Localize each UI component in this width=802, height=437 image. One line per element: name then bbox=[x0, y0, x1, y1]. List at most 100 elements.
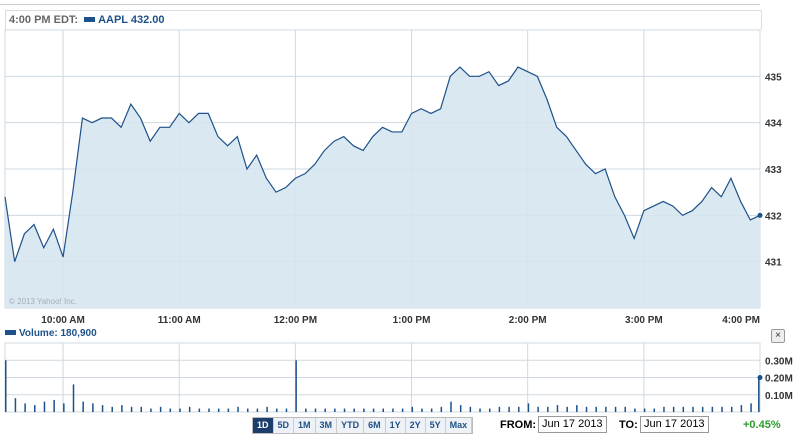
volume-bar bbox=[547, 406, 549, 412]
volume-bar bbox=[34, 405, 36, 412]
volume-bar bbox=[721, 406, 723, 412]
time-label: 4:00 PM EDT: bbox=[9, 14, 79, 26]
volume-tick-label: 0.10M bbox=[765, 391, 793, 402]
volume-bar bbox=[63, 403, 65, 412]
volume-bar bbox=[305, 408, 307, 412]
volume-bar bbox=[14, 398, 17, 412]
volume-bar bbox=[469, 406, 472, 412]
volume-bar bbox=[624, 406, 626, 412]
volume-bar bbox=[82, 401, 84, 412]
volume-bar bbox=[498, 406, 501, 412]
volume-bar bbox=[634, 408, 636, 412]
volume-bar bbox=[585, 406, 588, 412]
y-tick-label: 434 bbox=[765, 119, 782, 130]
to-date-input[interactable]: Jun 17 2013 bbox=[640, 416, 709, 433]
range-button-1d[interactable]: 1D bbox=[253, 418, 274, 433]
volume-bar bbox=[256, 408, 259, 412]
volume-bar bbox=[324, 408, 326, 412]
volume-bar bbox=[459, 405, 462, 412]
volume-bar bbox=[672, 406, 675, 412]
from-date-input[interactable]: Jun 17 2013 bbox=[538, 416, 607, 433]
volume-tick-label: 0.20M bbox=[765, 374, 793, 385]
volume-bar bbox=[614, 406, 617, 412]
volume-bar bbox=[208, 408, 210, 412]
volume-label: Volume: 180,900 bbox=[5, 328, 97, 339]
volume-bar bbox=[488, 408, 491, 412]
volume-bar bbox=[750, 403, 752, 412]
volume-bar bbox=[285, 408, 288, 412]
y-tick-label: 431 bbox=[765, 258, 782, 269]
x-tick-label: 11:00 AM bbox=[158, 315, 201, 326]
range-buttons: 1D 5D 1M 3M YTD 6M 1Y 2Y 5Y Max bbox=[252, 417, 474, 434]
volume-bar bbox=[53, 399, 55, 412]
volume-bar bbox=[411, 406, 414, 412]
range-button-1y[interactable]: 1Y bbox=[385, 418, 406, 433]
range-button-6m[interactable]: 6M bbox=[364, 418, 386, 433]
volume-tick-label: 0.30M bbox=[765, 356, 793, 367]
price-area-fill bbox=[5, 67, 760, 308]
volume-bar bbox=[508, 406, 510, 412]
range-button-3m[interactable]: 3M bbox=[315, 418, 338, 433]
volume-bar bbox=[605, 406, 607, 412]
close-volume-button[interactable]: × bbox=[771, 329, 785, 343]
volume-text: Volume: 180,900 bbox=[19, 328, 97, 339]
volume-bar bbox=[43, 401, 46, 412]
volume-bar bbox=[92, 403, 94, 412]
range-button-5d[interactable]: 5D bbox=[273, 418, 295, 433]
volume-bar bbox=[382, 408, 384, 412]
volume-bar bbox=[595, 406, 597, 412]
volume-bar bbox=[353, 408, 355, 412]
volume-bar bbox=[701, 406, 704, 412]
volume-bar bbox=[450, 401, 452, 412]
range-button-1m[interactable]: 1M bbox=[294, 418, 316, 433]
change-percent: +0.45% bbox=[743, 419, 781, 431]
volume-bar bbox=[24, 403, 26, 412]
volume-bar bbox=[121, 405, 123, 412]
watermark: © 2013 Yahoo! Inc. bbox=[9, 297, 77, 306]
volume-marker bbox=[757, 375, 763, 380]
volume-bar bbox=[111, 406, 113, 412]
last-price-marker bbox=[757, 212, 763, 218]
volume-bar bbox=[276, 408, 278, 412]
volume-bar bbox=[343, 408, 346, 412]
volume-bar bbox=[217, 408, 220, 412]
volume-bar bbox=[334, 408, 336, 412]
chart-header: 4:00 PM EDT: AAPL 432.00 bbox=[5, 10, 762, 30]
volume-bar bbox=[537, 406, 539, 412]
volume-bar bbox=[479, 408, 481, 412]
range-button-2y[interactable]: 2Y bbox=[405, 418, 426, 433]
volume-bar bbox=[227, 408, 230, 412]
x-tick-label: 10:00 AM bbox=[41, 315, 85, 326]
series-swatch bbox=[84, 17, 96, 23]
x-tick-label: 3:00 PM bbox=[625, 315, 663, 326]
volume-bar bbox=[169, 408, 172, 412]
volume-bar bbox=[314, 408, 317, 412]
range-button-ytd[interactable]: YTD bbox=[337, 418, 365, 433]
volume-bar bbox=[159, 406, 162, 412]
volume-bar bbox=[758, 377, 760, 412]
volume-bar bbox=[72, 384, 75, 412]
from-label: FROM: bbox=[500, 419, 537, 431]
volume-bar bbox=[663, 406, 665, 412]
volume-bar bbox=[295, 360, 297, 412]
volume-bar bbox=[556, 405, 559, 412]
volume-bar bbox=[576, 405, 578, 412]
volume-bar bbox=[198, 408, 201, 412]
volume-bar bbox=[372, 408, 375, 412]
volume-bar bbox=[188, 406, 191, 412]
x-tick-label: 4:00 PM bbox=[722, 315, 760, 326]
range-button-max[interactable]: Max bbox=[445, 418, 473, 433]
volume-bar bbox=[643, 408, 646, 412]
volume-bar bbox=[430, 408, 433, 412]
volume-bar bbox=[711, 406, 714, 412]
y-tick-label: 433 bbox=[765, 165, 782, 176]
range-button-5y[interactable]: 5Y bbox=[425, 418, 446, 433]
volume-bar bbox=[237, 406, 239, 412]
volume-bar bbox=[266, 406, 268, 412]
volume-bar bbox=[692, 406, 694, 412]
y-tick-label: 432 bbox=[765, 211, 782, 222]
volume-bar bbox=[392, 408, 394, 412]
top-border bbox=[0, 4, 760, 5]
to-label: TO: bbox=[619, 419, 638, 431]
